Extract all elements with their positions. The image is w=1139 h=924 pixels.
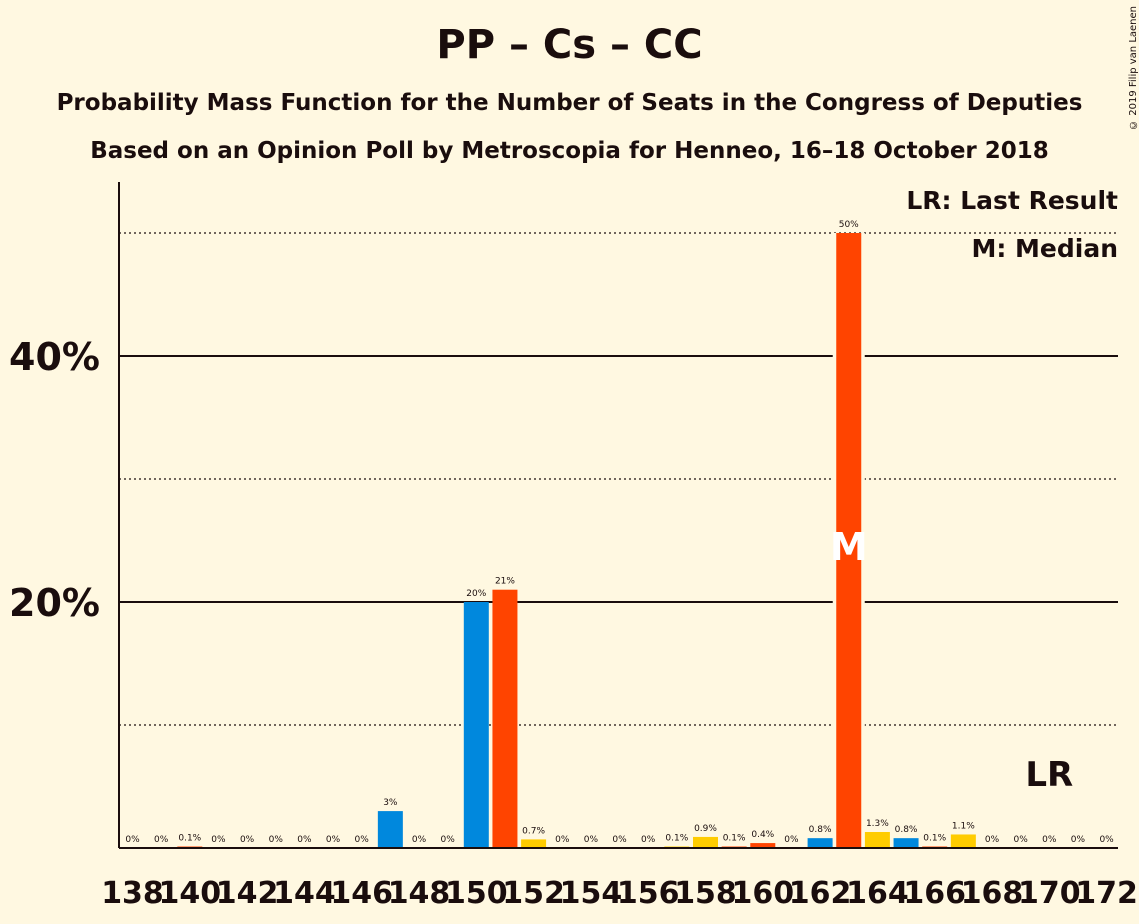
bar-value-label: 1.3% (866, 819, 889, 829)
x-tick-label: 166 (903, 876, 966, 911)
x-tick-label: 150 (445, 876, 508, 911)
bar-seat-147 (377, 811, 403, 848)
x-tick-label: 138 (101, 876, 164, 911)
bar-seat-162 (807, 838, 833, 848)
bar-value-label: 0% (612, 835, 627, 845)
bar-value-label: 0.4% (751, 830, 774, 840)
x-tick-label: 156 (617, 876, 680, 911)
bar-seat-165 (893, 838, 919, 848)
bar-seat-151 (492, 589, 518, 848)
bar-seat-152 (521, 839, 547, 848)
x-tick-label: 154 (560, 876, 623, 911)
bar-value-label: 0.1% (923, 834, 946, 844)
bar-value-label: 0% (784, 835, 799, 845)
chart-subtitle: Probability Mass Function for the Number… (56, 90, 1083, 116)
bar-value-label: 0.1% (665, 834, 688, 844)
bar-seat-167 (950, 834, 976, 848)
bar-value-label: 0.1% (723, 834, 746, 844)
bar-value-label: 0% (1014, 835, 1029, 845)
chart-subtitle-source: Based on an Opinion Poll by Metroscopia … (90, 138, 1049, 164)
bar-value-label: 0% (985, 835, 1000, 845)
bar-seat-150 (463, 602, 489, 848)
bar-value-label: 0% (1071, 835, 1086, 845)
bar-value-label: 0.1% (178, 834, 201, 844)
bar-value-label: 0% (441, 835, 456, 845)
bar-value-label: 3% (383, 798, 398, 808)
bar-value-label: 0% (154, 835, 169, 845)
bar-value-label: 0% (125, 835, 140, 845)
x-tick-label: 142 (216, 876, 279, 911)
bar-value-label: 0% (211, 835, 226, 845)
bar-seat-158 (693, 836, 718, 848)
x-tick-label: 162 (789, 876, 852, 911)
bar-value-label: 0% (584, 835, 599, 845)
x-tick-label: 172 (1075, 876, 1138, 911)
chart-title: PP – Cs – CC (436, 22, 703, 68)
bar-value-label: 0% (641, 835, 656, 845)
legend-median: M: Median (971, 234, 1118, 263)
legend-last-result: LR: Last Result (906, 186, 1118, 215)
x-tick-label: 158 (674, 876, 737, 911)
bar-value-label: 0% (297, 835, 312, 845)
x-tick-label: 140 (158, 876, 221, 911)
bar-value-label: 0% (240, 835, 255, 845)
bar-value-label: 20% (466, 589, 486, 599)
x-tick-label: 144 (273, 876, 336, 911)
x-tick-label: 168 (961, 876, 1024, 911)
bar-value-label: 50% (839, 220, 859, 230)
x-tick-label: 146 (330, 876, 393, 911)
x-tick-label: 170 (1018, 876, 1081, 911)
median-marker: M (830, 525, 868, 569)
bar-value-label: 0% (1099, 835, 1114, 845)
bar-value-label: 0.8% (895, 825, 918, 835)
last-result-marker: LR (1025, 755, 1073, 795)
bar-value-label: 0% (326, 835, 341, 845)
bar-seat-163 (836, 233, 862, 848)
x-tick-label: 164 (846, 876, 909, 911)
x-tick-label: 160 (731, 876, 794, 911)
bar-value-label: 0.8% (809, 825, 832, 835)
bar-seat-164 (864, 832, 890, 848)
bar-seat-160 (750, 843, 776, 848)
bar-value-label: 0% (412, 835, 427, 845)
bar-value-label: 0.7% (522, 826, 545, 836)
x-tick-label: 148 (388, 876, 451, 911)
bar-value-label: 0% (269, 835, 284, 845)
bar-value-label: 0% (555, 835, 570, 845)
bar-value-label: 0.9% (694, 824, 717, 834)
x-tick-label: 152 (502, 876, 565, 911)
bar-value-label: 0% (1042, 835, 1057, 845)
y-tick-label: 40% (9, 335, 100, 379)
y-tick-label: 20% (9, 581, 100, 625)
bar-value-label: 1.1% (952, 821, 975, 831)
bar-value-label: 0% (355, 835, 370, 845)
bar-value-label: 21% (495, 577, 515, 587)
